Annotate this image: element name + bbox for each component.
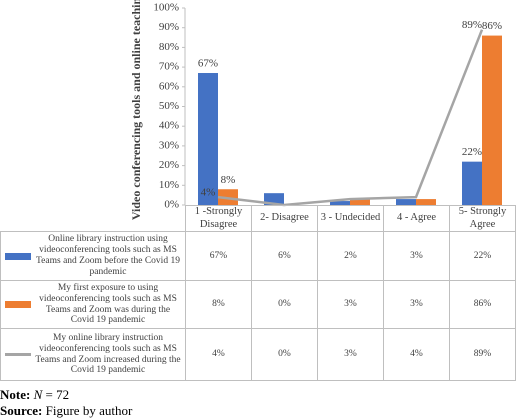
- table-value: 89%: [449, 328, 516, 381]
- table-value: 3%: [317, 280, 384, 329]
- category-label: 5- Strongly Agree: [449, 205, 516, 232]
- legend-label: My online library instruction videoconfe…: [35, 332, 181, 376]
- legend-entry: Online library instruction using videoco…: [0, 231, 186, 281]
- category-label: 4 - Agree: [383, 205, 450, 232]
- bar: [416, 199, 436, 205]
- source-text: Figure by author: [45, 403, 133, 418]
- bar: [264, 193, 284, 205]
- y-tick-label: 40%: [159, 120, 179, 132]
- source-label: Source:: [0, 403, 43, 418]
- bar: [396, 199, 416, 205]
- legend-label: My first exposure to using videoconferen…: [39, 282, 177, 326]
- table-value: 4%: [185, 328, 252, 381]
- category-label: 2- Disagree: [251, 205, 318, 232]
- y-tick-label: 50%: [159, 100, 179, 112]
- bar: [330, 201, 350, 205]
- category-label: 3 - Undecided: [317, 205, 384, 232]
- data-label: 22%: [462, 146, 482, 158]
- data-label: 8%: [221, 174, 236, 186]
- note-label: Note:: [0, 387, 31, 402]
- y-tick-label: 20%: [159, 159, 179, 171]
- note-variable: N: [33, 387, 43, 402]
- table-value: 67%: [185, 231, 252, 281]
- table-value: 3%: [383, 231, 450, 281]
- y-tick-label: 100%: [153, 2, 179, 14]
- data-label: 89%: [462, 19, 482, 31]
- y-tick-label: 70%: [159, 61, 179, 73]
- data-label: 67%: [198, 58, 218, 70]
- bar: [462, 161, 482, 205]
- table-value: 86%: [449, 280, 516, 329]
- table-value: 22%: [449, 231, 516, 281]
- line: [217, 29, 484, 207]
- y-tick-label: 10%: [159, 179, 179, 191]
- y-tick-label: 30%: [159, 139, 179, 151]
- legend-key: [5, 301, 31, 308]
- table-value: 0%: [251, 328, 318, 381]
- bar: [482, 35, 502, 205]
- table-value: 8%: [185, 280, 252, 329]
- table-value: 6%: [251, 231, 318, 281]
- legend-label: Online library instruction using videoco…: [36, 234, 180, 277]
- bar: [198, 73, 218, 205]
- data-label: 4%: [201, 187, 216, 199]
- table-value: 0%: [251, 280, 318, 329]
- table-value: 4%: [383, 328, 450, 381]
- note-text: = 72: [45, 387, 70, 402]
- category-label: 1 -Strongly Disagree: [185, 205, 252, 232]
- note: Note: N = 72: [0, 387, 69, 403]
- y-tick-label: 90%: [159, 21, 179, 33]
- data-label: 86%: [482, 20, 502, 32]
- y-axis-title: Video conferencing tools and online teac…: [129, 0, 143, 220]
- table-value: 3%: [383, 280, 450, 329]
- legend-key: [5, 252, 31, 260]
- legend-key: [5, 353, 31, 356]
- table-value: 2%: [317, 231, 384, 281]
- source: Source: Figure by author: [0, 403, 132, 419]
- legend-entry: My first exposure to using videoconferen…: [0, 280, 186, 329]
- bar: [350, 199, 370, 205]
- legend-entry: My online library instruction videoconfe…: [0, 328, 186, 381]
- table-value: 3%: [317, 328, 384, 381]
- y-tick-label: 0%: [164, 199, 179, 211]
- y-tick-label: 60%: [159, 80, 179, 92]
- y-tick-label: 80%: [159, 41, 179, 53]
